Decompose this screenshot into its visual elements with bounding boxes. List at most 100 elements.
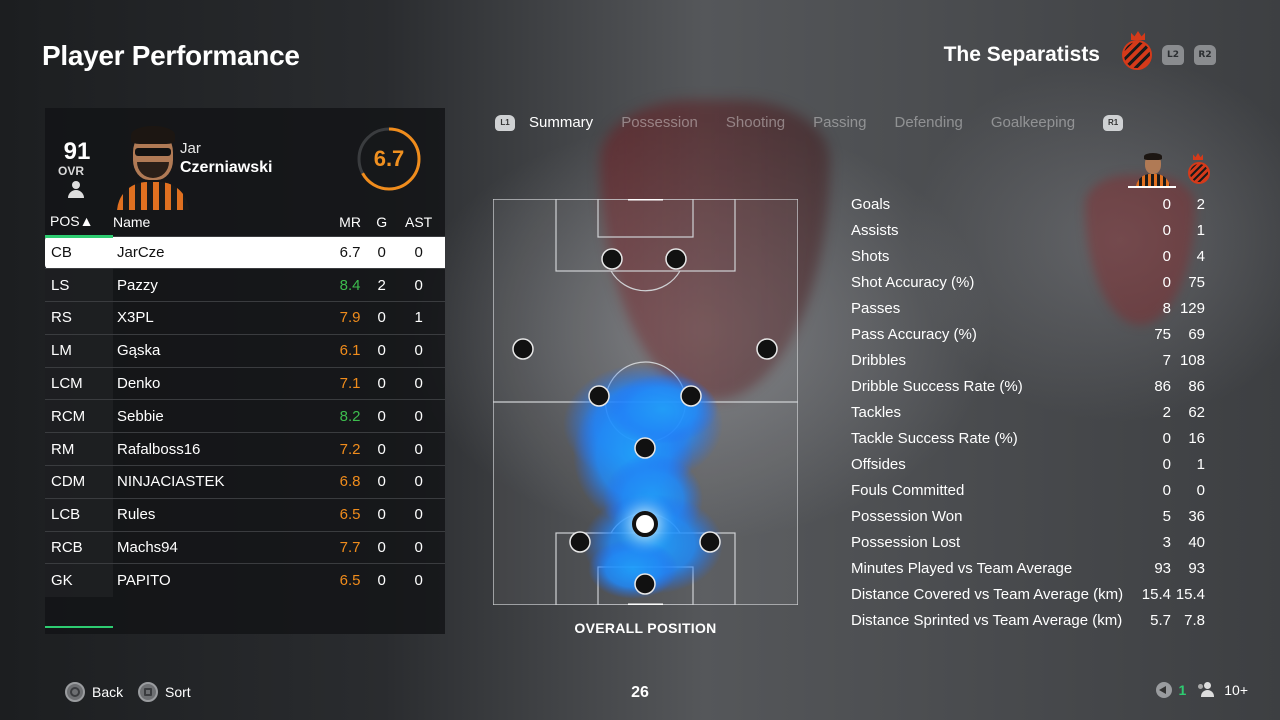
r2-button[interactable]: R2 [1194, 45, 1216, 65]
row-g: 0 [371, 563, 393, 597]
player-first-name: Jar [180, 140, 201, 157]
tab-summary[interactable]: Summary [529, 114, 594, 131]
stat-label: Dribble Success Rate (%) [851, 377, 1023, 395]
stat-label: Fouls Committed [851, 481, 965, 499]
stat-row: Dribbles 7 108 [851, 347, 1211, 373]
stat-team-value: 0 [1196, 481, 1205, 499]
row-name: JarCze [113, 235, 329, 269]
row-ast: 0 [392, 366, 445, 400]
player-mini-avatar [1128, 152, 1176, 188]
stat-team-value: 108 [1179, 351, 1205, 369]
l2-button[interactable]: L2 [1162, 45, 1184, 65]
table-row[interactable]: LS Pazzy 8.4 2 0 [45, 268, 445, 302]
row-pos: LCB [45, 497, 113, 532]
col-pos[interactable]: POS▲ [45, 208, 113, 238]
row-pos: RM [45, 432, 113, 466]
col-name[interactable]: Name [113, 213, 151, 230]
row-ast: 0 [392, 235, 445, 269]
stat-player-value: 7 [1162, 351, 1171, 369]
col-ast[interactable]: AST [405, 213, 433, 230]
stat-player-value: 8 [1162, 299, 1171, 317]
teammate-dot [634, 573, 656, 595]
col-g[interactable]: G [376, 213, 388, 230]
row-g: 0 [371, 366, 393, 400]
row-name: Rafalboss16 [113, 432, 329, 466]
table-row[interactable]: RCB Machs94 7.7 0 0 [45, 530, 445, 564]
row-pos: LS [45, 268, 113, 302]
row-name: NINJACIASTEK [113, 465, 329, 499]
player-last-name: Czerniawski [180, 159, 273, 176]
stat-row: Pass Accuracy (%) 75 69 [851, 321, 1211, 347]
stat-team-value: 93 [1188, 559, 1205, 577]
row-ast: 1 [392, 301, 445, 335]
square-button-icon [138, 682, 158, 702]
stat-team-value: 69 [1188, 325, 1205, 343]
r1-button[interactable]: R1 [1103, 114, 1124, 131]
player-avatar [117, 126, 189, 210]
team-name: The Separatists [943, 43, 1100, 66]
table-row[interactable]: RCM Sebbie 8.2 0 0 [45, 399, 445, 433]
tab-passing[interactable]: Passing [813, 114, 867, 131]
party-icon [1198, 682, 1218, 698]
row-mr: 7.1 [328, 366, 372, 400]
table-row[interactable]: LCB Rules 6.5 0 0 [45, 497, 445, 532]
stat-team-value: 129 [1179, 299, 1205, 317]
page-title: Player Performance [42, 40, 300, 71]
table-row[interactable]: CB JarCze 6.7 0 0 [45, 235, 445, 269]
row-ast: 0 [392, 497, 445, 532]
players-table: POS▲ Name MR G AST CB JarCze 6.7 0 0 LS Pazzy 8… [45, 208, 445, 597]
table-row[interactable]: LM Gąska 6.1 0 0 [45, 333, 445, 368]
table-row[interactable]: LCM Denko 7.1 0 0 [45, 366, 445, 400]
ovr-label: OVR [58, 164, 85, 178]
voice-count: 1 [1178, 682, 1187, 698]
table-row[interactable]: CDM NINJACIASTEK 6.8 0 0 [45, 465, 445, 499]
row-g: 0 [371, 301, 393, 335]
row-pos: RS [45, 301, 113, 335]
stat-player-value: 0 [1162, 429, 1171, 447]
stat-label: Shots [851, 247, 890, 265]
row-mr: 7.7 [328, 530, 372, 564]
ovr-value: 91 [63, 138, 91, 165]
teammate-dot [512, 338, 534, 360]
table-row[interactable]: GK PAPITO 6.5 0 0 [45, 563, 445, 597]
stat-player-value: 0 [1162, 273, 1171, 291]
stat-label: Minutes Played vs Team Average [851, 559, 1073, 577]
heatmap-caption: OVERALL POSITION [574, 620, 717, 636]
row-mr: 8.4 [328, 268, 372, 302]
stat-row: Tackle Success Rate (%) 0 16 [851, 425, 1211, 451]
stat-label: Offsides [851, 455, 906, 473]
tab-shooting[interactable]: Shooting [725, 114, 786, 131]
row-g: 0 [371, 497, 393, 532]
row-name: Pazzy [113, 268, 329, 302]
stat-row: Shot Accuracy (%) 0 75 [851, 269, 1211, 295]
stat-team-value: 75 [1188, 273, 1205, 291]
stat-row: Distance Covered vs Team Average (km) 15.… [851, 581, 1211, 607]
back-button[interactable]: Back [65, 682, 123, 702]
tab-defending[interactable]: Defending [894, 114, 963, 131]
tab-goalkeeping[interactable]: Goalkeeping [990, 114, 1076, 131]
stat-team-value: 2 [1196, 195, 1205, 213]
panel-scroll-indicator [45, 626, 113, 628]
teammate-dot [588, 385, 610, 407]
sort-button[interactable]: Sort [138, 682, 191, 702]
row-pos: GK [45, 563, 113, 597]
row-mr: 6.5 [328, 497, 372, 532]
page-number: 26 [631, 684, 649, 701]
row-ast: 0 [392, 530, 445, 564]
stat-team-value: 62 [1188, 403, 1205, 421]
stat-team-value: 4 [1196, 247, 1205, 265]
stats-list: Goals 0 2 Assists 0 1 Shots 0 4 Shot Accuracy (%)… [851, 191, 1211, 633]
row-g: 0 [371, 465, 393, 499]
col-mr[interactable]: MR [339, 213, 361, 230]
row-name: Machs94 [113, 530, 329, 564]
stat-label: Tackles [851, 403, 902, 421]
row-pos: LCM [45, 366, 113, 400]
table-row[interactable]: RS X3PL 7.9 0 1 [45, 301, 445, 335]
table-row[interactable]: RM Rafalboss16 7.2 0 0 [45, 432, 445, 466]
row-g: 0 [371, 432, 393, 466]
tab-possession[interactable]: Possession [621, 114, 698, 131]
stat-row: Offsides 0 1 [851, 451, 1211, 477]
stat-row: Dribble Success Rate (%) 86 86 [851, 373, 1211, 399]
l1-button[interactable]: L1 [495, 114, 515, 131]
stat-tabs: L1 Summary Possession Shooting Passing Defen… [495, 114, 1124, 131]
